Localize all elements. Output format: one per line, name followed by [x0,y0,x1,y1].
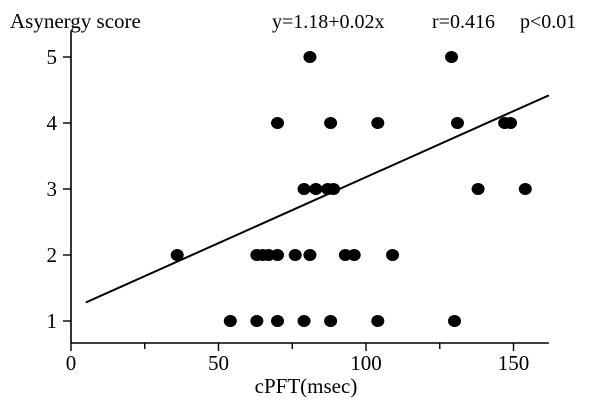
y-axis-ticks: 1 2 3 4 5 [47,45,71,333]
data-points [170,51,532,327]
regression-equation: y=1.18+0.02x [272,11,385,33]
data-point [288,249,302,261]
data-point [250,315,264,327]
data-point [271,249,284,261]
data-point [303,51,317,63]
data-point [471,183,485,195]
data-point [297,315,311,327]
data-point [223,315,237,327]
data-point [170,249,184,261]
y-tick-label: 4 [47,111,58,135]
data-point [504,117,518,129]
y-axis-title: Asynergy score [10,9,141,33]
data-point [271,117,284,129]
x-tick-label: 100 [350,351,382,375]
data-point [518,183,532,195]
y-tick-label: 1 [47,309,58,333]
data-point [371,117,385,129]
data-point [450,117,464,129]
data-point [271,315,284,327]
data-point [445,51,459,63]
data-point [309,183,323,195]
data-point [448,315,461,327]
data-point [371,315,385,327]
data-point [327,183,341,195]
x-tick-label: 50 [208,351,229,375]
data-point [324,315,338,327]
correlation-coefficient: r=0.416 [432,11,495,33]
y-tick-label: 5 [47,45,58,69]
x-tick-label: 0 [66,351,77,375]
y-tick-label: 3 [47,177,58,201]
x-tick-label: 150 [498,351,530,375]
p-value: p<0.01 [520,11,576,33]
data-point [347,249,361,261]
regression-line [85,94,550,304]
data-point [303,249,317,261]
y-tick-label: 2 [47,243,58,267]
data-point [297,183,311,195]
x-axis-title: cPFT(msec) [255,374,358,398]
data-point [324,117,338,129]
data-point [386,249,400,261]
x-axis-ticks: 0 50 100 150 [66,343,530,375]
